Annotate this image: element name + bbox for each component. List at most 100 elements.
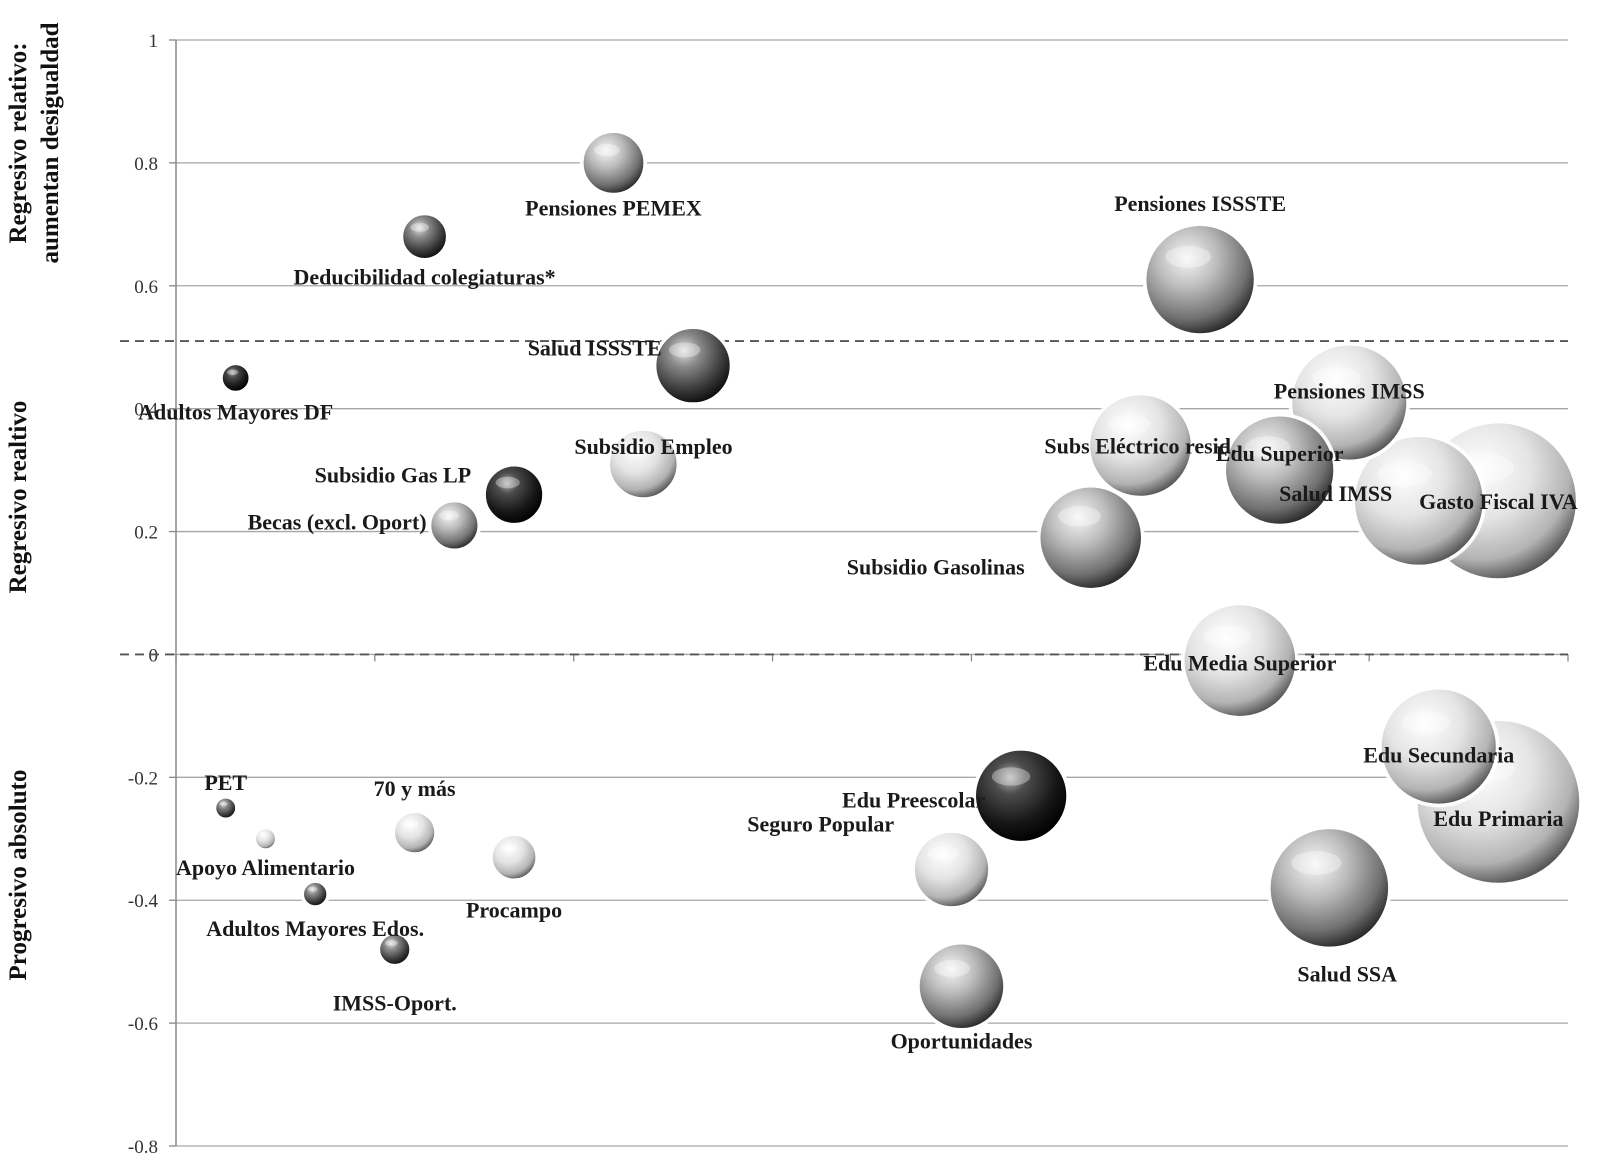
- y-tick-label: -0.4: [128, 891, 159, 912]
- bubble-sphere: [214, 797, 237, 820]
- bubble-highlight: [410, 222, 429, 232]
- bubble: [427, 498, 482, 553]
- bubble-highlight: [669, 342, 701, 358]
- bubble-sphere: [1038, 485, 1143, 590]
- bubble: [391, 809, 439, 857]
- bubble-label: Salud SSA: [1297, 961, 1397, 986]
- bubble-highlight: [593, 143, 620, 157]
- y-tick-label: 0.8: [134, 154, 158, 175]
- bubble: [652, 325, 734, 407]
- zone-label-regresivo-realtivo: Regresivo realtivo: [5, 401, 32, 594]
- bubble-highlight: [991, 767, 1031, 786]
- bubble-label: Deducibilidad colegiaturas*: [293, 265, 555, 290]
- bubble-highlight: [1377, 460, 1432, 487]
- bubble-label: Subs Eléctrico resid.: [1044, 434, 1236, 459]
- bubble-sphere: [913, 831, 990, 908]
- bubble-label: Adultos Mayores Edos.: [206, 916, 424, 941]
- bubble-sphere: [918, 942, 1005, 1030]
- bubble-highlight: [219, 801, 228, 806]
- bubble: [482, 462, 546, 527]
- bubble-highlight: [307, 886, 318, 892]
- bubble: [488, 832, 540, 883]
- bubble: [1266, 825, 1392, 951]
- bubble-sphere: [429, 500, 479, 550]
- bubble: [1180, 601, 1299, 720]
- bubble-sphere: [608, 429, 679, 499]
- bubble-highlight: [927, 846, 960, 862]
- bubble-highlight: [258, 832, 268, 837]
- bubble-highlight: [384, 939, 398, 947]
- bubble-highlight: [401, 819, 419, 829]
- bubble-label: Pensiones IMSS: [1274, 379, 1425, 404]
- bubble-label: Pensiones ISSSTE: [1114, 191, 1286, 216]
- y-tick-label: -0.8: [128, 1137, 158, 1158]
- bubble-highlight: [621, 442, 651, 457]
- bubble-highlight: [439, 510, 460, 521]
- bubble-sphere: [1269, 827, 1390, 949]
- bubble-label: 70 y más: [374, 776, 456, 801]
- bubble-label: PET: [204, 770, 247, 795]
- y-tick-label: -0.2: [128, 768, 158, 789]
- bubble-label: Seguro Popular: [747, 812, 894, 837]
- bubble: [915, 940, 1007, 1032]
- bubble-label: Apoyo Alimentario: [176, 855, 355, 880]
- zone-label-line: Regresivo relativo:: [5, 42, 32, 243]
- bubble-sphere: [221, 363, 251, 393]
- bubble: [252, 825, 279, 852]
- bubble-sphere: [378, 933, 411, 966]
- y-tick-label: 0.4: [134, 400, 158, 421]
- bubble-label: Edu Superior: [1216, 441, 1344, 466]
- bubble-sphere: [654, 327, 732, 404]
- bubble: [1036, 483, 1145, 592]
- bubble-sphere: [491, 834, 537, 881]
- bubble-highlight: [1058, 506, 1101, 527]
- bubble: [300, 879, 331, 909]
- bubble-sphere: [302, 881, 328, 907]
- bubble: [219, 361, 253, 395]
- zone-labels: Regresivo relativo: aumentan desigualdad…: [5, 22, 64, 980]
- bubble-label: Edu Secundaria: [1363, 743, 1514, 768]
- bubble-label: Salud IMSS: [1279, 481, 1392, 506]
- zone-label-regresivo-relativo-desigualdad: Regresivo relativo:: [5, 42, 32, 243]
- bubble-sphere: [401, 213, 448, 260]
- bubble: [972, 746, 1071, 845]
- bubble-label: Edu Primaria: [1433, 806, 1563, 831]
- axes: 1 0.8 0.6 0.4 0.2 0 -0.2 -0.4 -0.6 -0.8: [120, 31, 1569, 1158]
- bubble-label: Subsidio Gasolinas: [847, 554, 1025, 579]
- bubble-label: Becas (excl. Oport): [248, 510, 427, 535]
- bubble-highlight: [1291, 851, 1342, 875]
- bubble-sphere: [484, 465, 544, 525]
- bubble-sphere: [582, 131, 645, 195]
- zone-label-line: aumentan desigualdad: [37, 22, 64, 263]
- bubble-sphere: [1088, 393, 1193, 498]
- zone-label-progresivo-absoluto: Progresivo absoluto: [5, 770, 32, 981]
- bubble-sphere: [1353, 435, 1485, 567]
- bubble: [911, 829, 992, 910]
- bubble: [212, 794, 239, 822]
- bubble-highlight: [499, 843, 519, 853]
- bubble-label: IMSS-Oport.: [333, 991, 457, 1016]
- bubble-label: Edu Media Superior: [1143, 651, 1336, 676]
- bubbles: [212, 129, 1583, 1032]
- bubble-label: Salud ISSSTE: [528, 336, 662, 361]
- bubble: [579, 129, 648, 197]
- bubble: [376, 931, 414, 968]
- y-tick-label: -0.6: [128, 1014, 158, 1035]
- bubble: [606, 426, 681, 501]
- bubble-label: Adultos Mayores DF: [138, 400, 333, 425]
- bubble-highlight: [1401, 710, 1451, 734]
- bubble: [1377, 685, 1500, 808]
- bubble-label: Subsidio Empleo: [574, 434, 732, 459]
- y-tick-label: 0.2: [134, 523, 158, 544]
- bubble-sphere: [393, 811, 436, 854]
- bubble-highlight: [1312, 366, 1361, 390]
- bubble-highlight: [1203, 625, 1252, 649]
- bubble-label: Edu Preescolar: [842, 787, 985, 812]
- bubble-sphere: [254, 827, 277, 850]
- bubble-sphere: [1224, 414, 1335, 526]
- y-tick-label: 0: [149, 645, 159, 666]
- bubble: [1086, 391, 1195, 500]
- bubble-label: Gasto Fiscal IVA: [1419, 489, 1578, 514]
- bubble: [1351, 433, 1487, 569]
